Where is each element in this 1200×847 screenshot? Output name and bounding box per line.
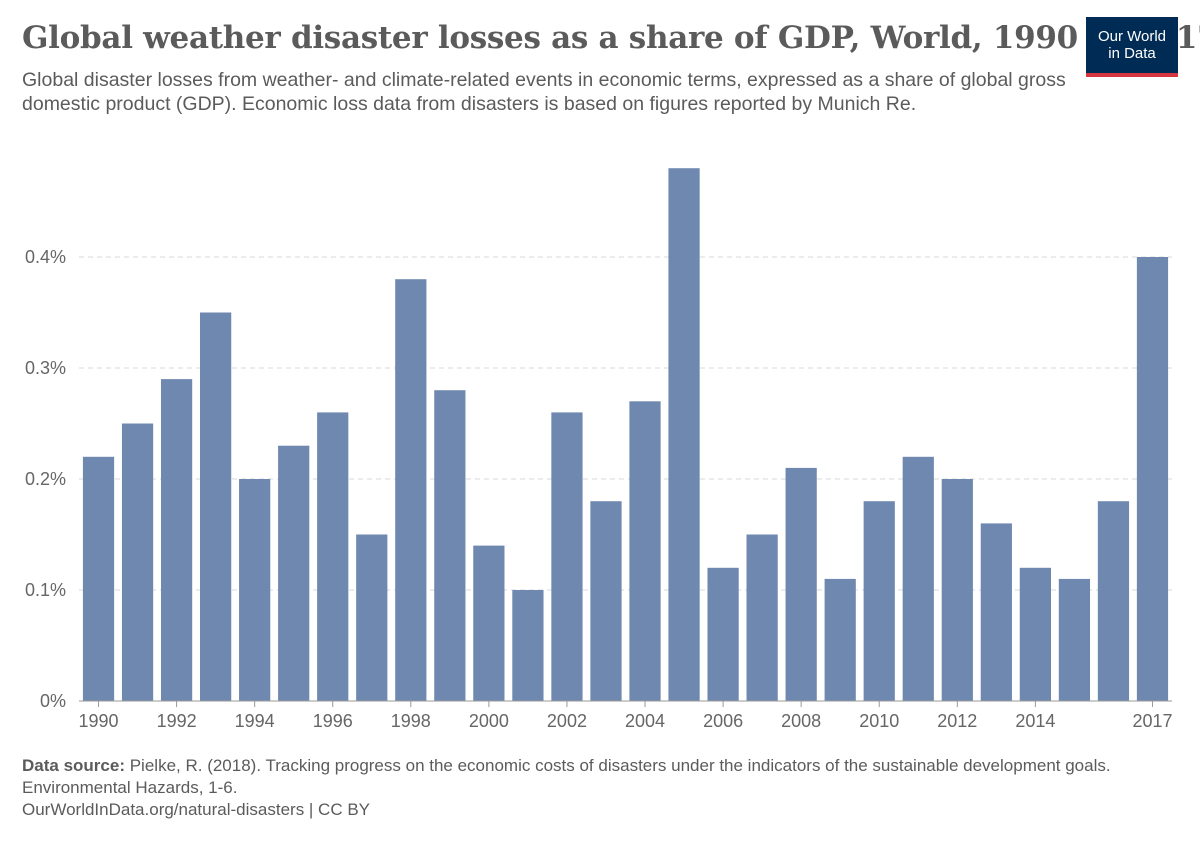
bar-2016[interactable] xyxy=(1097,501,1130,701)
bar-2001[interactable] xyxy=(512,590,544,701)
data-source-text: Pielke, R. (2018). Tracking progress on … xyxy=(22,756,1111,797)
bar-2009[interactable] xyxy=(824,578,856,701)
x-tick-label: 2000 xyxy=(469,711,509,731)
data-source: Data source: Pielke, R. (2018). Tracking… xyxy=(22,755,1172,799)
bar-2011[interactable] xyxy=(902,456,934,701)
x-tick-label: 2014 xyxy=(1015,711,1055,731)
bar-2003[interactable] xyxy=(590,501,622,701)
bar-2002[interactable] xyxy=(551,412,583,701)
y-tick-label: 0.4% xyxy=(25,247,66,267)
bar-1994[interactable] xyxy=(239,479,271,701)
chart-footer: Data source: Pielke, R. (2018). Tracking… xyxy=(22,755,1172,821)
source-link[interactable]: OurWorldInData.org/natural-disasters | C… xyxy=(22,800,371,819)
bar-1992[interactable] xyxy=(160,379,193,701)
bar-1997[interactable] xyxy=(356,534,388,702)
x-tick-label: 2010 xyxy=(859,711,899,731)
y-tick-label: 0.3% xyxy=(25,358,66,378)
x-axis: 1990 1992 1994 1996 1998 2000 2002 2004 2006 2008… xyxy=(78,700,1173,731)
bar-chart: 0% 0.1% 0.2% 0.3% 0.4% 1990 1992 1994 1996 1998 2… xyxy=(25,168,1173,731)
x-tick-label: 1990 xyxy=(78,711,118,731)
x-tick-label: 2017 xyxy=(1132,711,1172,731)
x-tick-label: 2004 xyxy=(625,711,665,731)
bar-2012[interactable] xyxy=(941,479,973,701)
bar-2004[interactable] xyxy=(629,401,661,701)
chart-subtitle: Global disaster losses from weather- and… xyxy=(22,69,1066,115)
bar-2007[interactable] xyxy=(746,534,778,702)
x-tick-label: 1996 xyxy=(313,711,353,731)
bars xyxy=(82,168,1169,702)
y-axis: 0% 0.1% 0.2% 0.3% 0.4% xyxy=(25,247,66,711)
x-tick-label: 1992 xyxy=(157,711,197,731)
bar-2008[interactable] xyxy=(785,467,817,701)
bar-2000[interactable] xyxy=(473,545,505,701)
x-tick-label: 1994 xyxy=(235,711,275,731)
bar-2010[interactable] xyxy=(863,501,895,701)
x-tick-label: 2008 xyxy=(781,711,821,731)
bar-1998[interactable] xyxy=(395,279,427,701)
bar-2005[interactable] xyxy=(668,168,700,701)
bar-1995[interactable] xyxy=(278,445,310,701)
x-tick-label: 1998 xyxy=(391,711,431,731)
logo-line-2: in Data xyxy=(1108,45,1156,62)
bar-1990[interactable] xyxy=(82,456,115,701)
bar-2017[interactable] xyxy=(1136,257,1169,701)
logo-line-1: Our World xyxy=(1097,28,1167,45)
bar-1993[interactable] xyxy=(200,312,232,702)
y-tick-label: 0.1% xyxy=(25,580,66,600)
owid-logo[interactable]: Our World in Data xyxy=(1086,17,1178,77)
chart-title: Global weather disaster losses as a shar… xyxy=(22,20,1200,56)
bar-1996[interactable] xyxy=(317,412,349,701)
bar-2014[interactable] xyxy=(1019,567,1051,701)
y-tick-label: 0% xyxy=(40,691,66,711)
x-tick-label: 2006 xyxy=(703,711,743,731)
x-tick-label: 2002 xyxy=(547,711,587,731)
data-source-label: Data source: xyxy=(22,756,125,775)
x-tick-label: 2012 xyxy=(937,711,977,731)
bar-2015[interactable] xyxy=(1058,578,1091,701)
y-tick-label: 0.2% xyxy=(25,469,66,489)
bar-1991[interactable] xyxy=(121,423,154,702)
bar-2013[interactable] xyxy=(980,523,1012,701)
bar-2006[interactable] xyxy=(707,567,739,701)
bar-1999[interactable] xyxy=(434,390,466,701)
